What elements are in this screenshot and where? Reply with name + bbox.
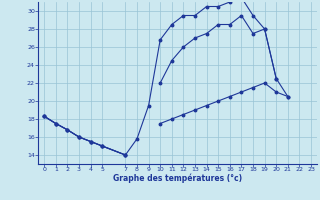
X-axis label: Graphe des températures (°c): Graphe des températures (°c) bbox=[113, 174, 242, 183]
